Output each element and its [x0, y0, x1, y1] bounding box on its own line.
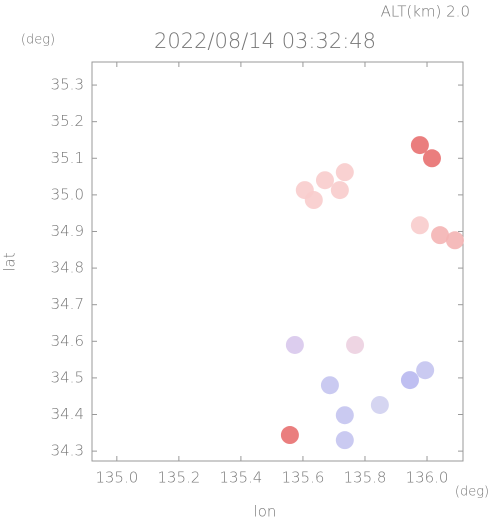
echo: [330, 181, 349, 200]
y-tick-label: 34.6: [51, 332, 84, 350]
y-tick-label: 34.8: [51, 259, 84, 277]
y-axis-label: lat: [1, 252, 19, 271]
echo: [346, 335, 365, 354]
y-tick-label: 35.0: [51, 185, 84, 203]
echo: [416, 361, 435, 380]
y-tick-label: 34.4: [51, 405, 84, 423]
echo: [410, 216, 429, 235]
x-axis-label: lon: [254, 503, 277, 521]
x-unit: (deg): [455, 485, 489, 500]
y-tick-label: 34.9: [51, 222, 84, 240]
x-tick-label: 136.0: [406, 469, 449, 487]
x-tick-label: 135.2: [157, 469, 200, 487]
echo: [285, 335, 304, 354]
echo: [335, 431, 354, 450]
echo: [335, 163, 354, 182]
echo: [400, 371, 419, 390]
echo: [431, 226, 450, 245]
y-tick-label: 35.2: [51, 112, 84, 130]
echo: [320, 376, 339, 395]
y-tick-label: 35.3: [51, 76, 84, 94]
echo: [445, 231, 464, 250]
echo: [315, 171, 334, 190]
chart-title: 2022/08/14 03:32:48: [154, 29, 376, 53]
y-tick-label: 34.7: [51, 295, 84, 313]
y-tick-label: 34.5: [51, 368, 84, 386]
x-tick-label: 135.4: [219, 469, 262, 487]
y-unit: (deg): [21, 33, 55, 48]
plot-frame: [91, 61, 464, 462]
chart-subtitle: ALT(km) 2.0: [381, 3, 470, 21]
y-tick-label: 35.1: [51, 149, 84, 167]
x-tick-label: 135.8: [344, 469, 387, 487]
echo: [410, 136, 429, 155]
echo: [335, 406, 354, 425]
y-tick-label: 34.3: [51, 442, 84, 460]
echo: [280, 426, 299, 445]
echo: [370, 395, 389, 414]
echo: [304, 191, 323, 210]
x-tick-label: 135.0: [95, 469, 138, 487]
x-tick-label: 135.6: [281, 469, 324, 487]
echo: [422, 149, 441, 168]
